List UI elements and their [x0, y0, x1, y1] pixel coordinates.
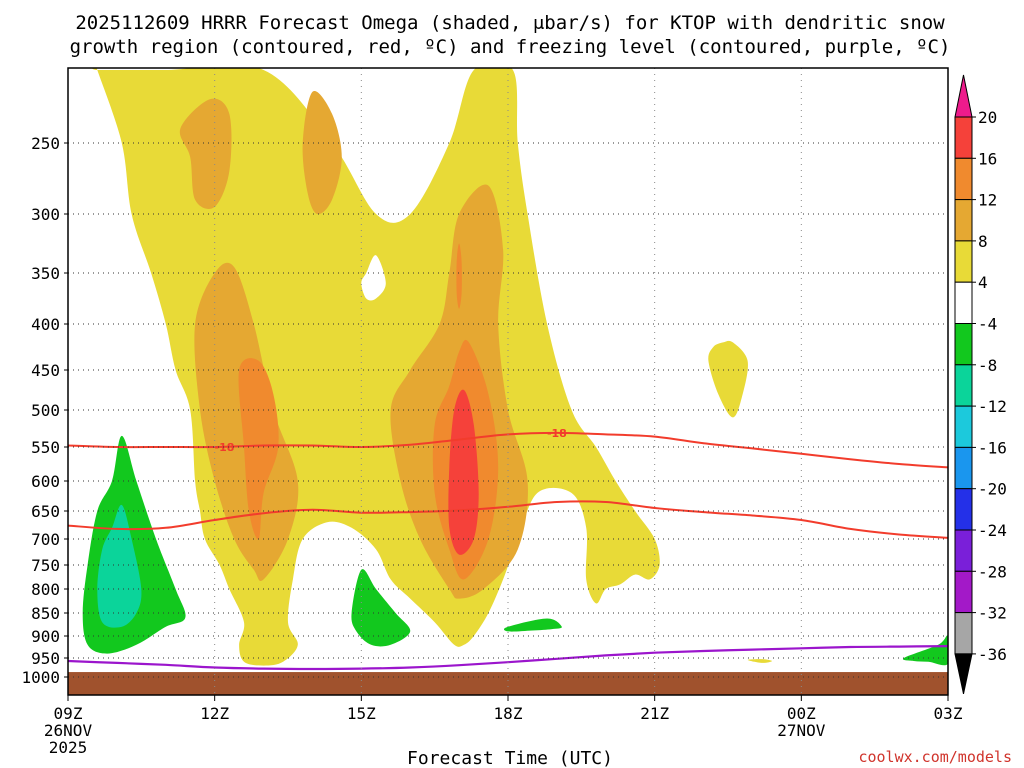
x-axis-label: Forecast Time (UTC) — [407, 748, 613, 768]
chart-title-line-1: 2025112609 HRRR Forecast Omega (shaded, … — [75, 12, 945, 34]
omega-region-green-18z — [503, 618, 562, 632]
colorbar-label: 16 — [978, 149, 997, 168]
y-tick-label: 1000 — [21, 668, 60, 687]
y-axis: 250 300 350 400 450 500 550 600 650 700 750 800 850 9… — [21, 134, 68, 687]
credit-link[interactable]: coolwx.com/models — [858, 748, 1012, 766]
y-tick-label: 750 — [31, 556, 60, 575]
omega-region-orange-left-upper — [179, 98, 232, 210]
y-tick-label: 650 — [31, 502, 60, 521]
colorbar-label: -32 — [978, 604, 1007, 623]
colorbar-label: -12 — [978, 397, 1007, 416]
y-tick-label: 600 — [31, 472, 60, 491]
x-tick-label: 18Z — [494, 704, 523, 723]
omega-region-yellow-speck — [747, 659, 772, 663]
colorbar-swatch — [954, 405, 973, 448]
y-tick-label: 550 — [31, 438, 60, 457]
colorbar-swatch — [954, 529, 973, 572]
colorbar-label: -28 — [978, 562, 1007, 581]
x-tick-year: 2025 — [49, 738, 88, 757]
x-tick-date: 27NOV — [777, 721, 826, 740]
omega-region-teal-left — [97, 504, 142, 628]
x-tick-label: 00Z — [787, 704, 816, 723]
colorbar-label: -36 — [978, 645, 1007, 664]
colorbar: 20 16 12 8 4 -4 -8 -12 -16 -20 -24 -28 -32 -36 — [954, 74, 1007, 695]
x-tick-label: 09Z — [54, 704, 83, 723]
x-tick-label: 12Z — [200, 704, 229, 723]
omega-region-yellow-blob-23z — [708, 340, 748, 418]
colorbar-swatch — [954, 116, 973, 159]
colorbar-label: -16 — [978, 438, 1007, 457]
colorbar-label: -20 — [978, 480, 1007, 499]
contour-label-0: -18 — [215, 441, 235, 454]
colorbar-swatch — [954, 364, 973, 407]
ground-fill — [68, 672, 948, 695]
omega-region-white-hole — [361, 255, 386, 301]
x-tick-label: 15Z — [347, 704, 376, 723]
colorbar-label: 12 — [978, 191, 997, 210]
y-tick-label: 300 — [31, 205, 60, 224]
omega-region-darkorange-sliver — [456, 243, 462, 309]
omega-region-green-left — [82, 435, 186, 654]
colorbar-swatch — [954, 488, 973, 531]
colorbar-label: -4 — [978, 315, 997, 334]
y-tick-label: 900 — [31, 627, 60, 646]
colorbar-swatch — [954, 199, 973, 242]
y-tick-label: 700 — [31, 530, 60, 549]
y-tick-label: 500 — [31, 401, 60, 420]
y-tick-label: 850 — [31, 604, 60, 623]
colorbar-cap-top — [954, 74, 973, 118]
y-tick-label: 950 — [31, 649, 60, 668]
omega-shading — [68, 68, 948, 695]
colorbar-label: 8 — [978, 232, 988, 251]
omega-region-darkorange-left — [238, 358, 279, 540]
colorbar-label: -8 — [978, 356, 997, 375]
y-tick-label: 400 — [31, 315, 60, 334]
x-tick-label: 21Z — [640, 704, 669, 723]
x-tick-label: 03Z — [934, 704, 963, 723]
colorbar-swatch — [954, 612, 973, 655]
colorbar-swatch — [954, 157, 973, 201]
omega-region-yellow-main — [91, 68, 660, 666]
colorbar-swatch — [954, 281, 973, 325]
colorbar-label: 20 — [978, 108, 997, 127]
y-tick-label: 450 — [31, 361, 60, 380]
grid-lines — [68, 68, 948, 695]
x-tick-date: 26NOV — [44, 721, 93, 740]
chart-title-line-2: growth region (contoured, red, ºC) and f… — [70, 36, 951, 58]
omega-region-red-core — [448, 389, 479, 555]
y-tick-label: 250 — [31, 134, 60, 153]
colorbar-label: -24 — [978, 521, 1007, 540]
colorbar-swatch — [954, 446, 973, 490]
y-tick-label: 800 — [31, 580, 60, 599]
colorbar-label: 4 — [978, 273, 988, 292]
colorbar-cap-bottom — [954, 653, 973, 695]
contour-label-1: -18 — [547, 427, 567, 440]
colorbar-swatch — [954, 570, 973, 614]
colorbar-swatch — [954, 240, 973, 283]
omega-region-green-center — [351, 569, 411, 647]
colorbar-swatch — [954, 323, 973, 366]
y-tick-label: 350 — [31, 264, 60, 283]
omega-region-orange-center-upper — [302, 90, 342, 215]
omega-region-green-03z — [903, 635, 948, 666]
